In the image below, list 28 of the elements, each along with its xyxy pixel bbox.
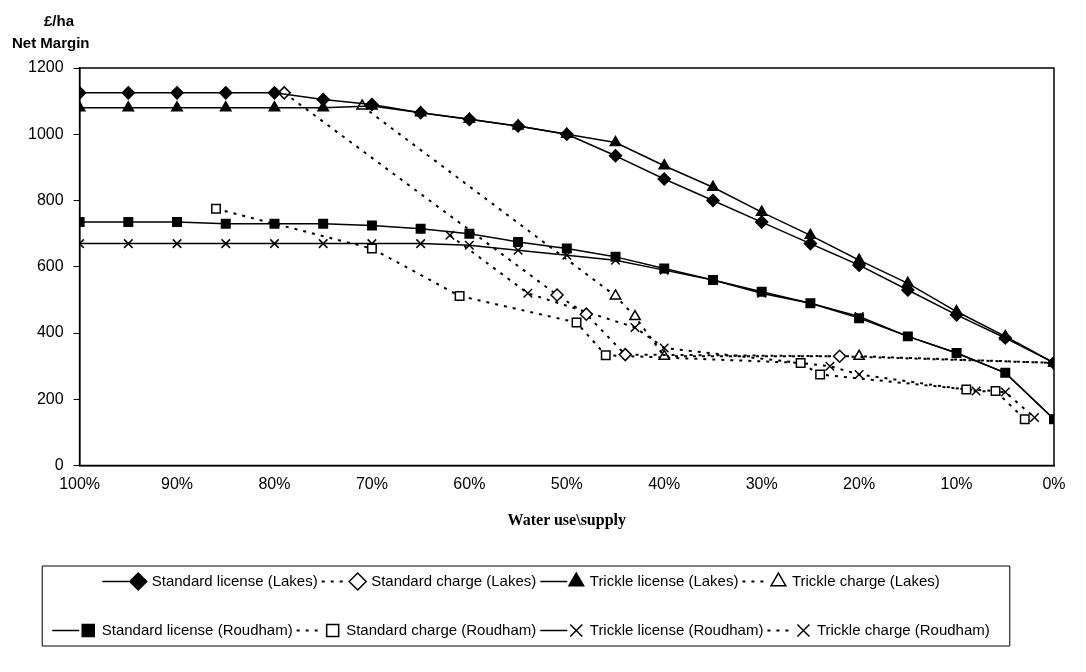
y-tick-label: 1000	[28, 124, 64, 142]
x-tick-label: 30%	[745, 474, 778, 492]
x-tick-label: 10%	[940, 474, 973, 492]
y-tick-label: 0	[54, 456, 64, 474]
x-tick-label: 20%	[843, 474, 876, 492]
legend-label: Standard charge (Roudham)	[346, 620, 537, 638]
y-tick-label: 200	[36, 389, 64, 407]
y-tick-label: 1200	[28, 58, 64, 76]
x-tick-label: 80%	[258, 474, 291, 492]
x-tick-label: 40%	[648, 474, 681, 492]
legend-label: Trickle charge (Lakes)	[791, 571, 940, 589]
legend-label: Standard license (Lakes)	[151, 571, 318, 589]
x-tick-label: 50%	[550, 474, 583, 492]
y-tick-label: 600	[36, 257, 64, 275]
x-axis-title: Water use\supply	[507, 510, 626, 529]
y-tick-label: 800	[36, 190, 64, 208]
legend-label: Standard license (Roudham)	[101, 620, 293, 638]
x-tick-label: 60%	[453, 474, 486, 492]
x-tick-label: 100%	[59, 474, 101, 492]
legend-label: Trickle license (Lakes)	[589, 571, 739, 589]
x-tick-label: 70%	[355, 474, 388, 492]
legend-label: Trickle license (Roudham)	[589, 620, 764, 638]
x-tick-label: 90%	[161, 474, 194, 492]
y-axis-title: £/ha Net Margin	[12, 11, 90, 51]
legend-label: Standard charge (Lakes)	[371, 571, 537, 589]
y-tick-label: 400	[36, 323, 64, 341]
x-tick-label: 0%	[1042, 474, 1066, 492]
legend-label: Trickle charge (Roudham)	[816, 620, 990, 638]
